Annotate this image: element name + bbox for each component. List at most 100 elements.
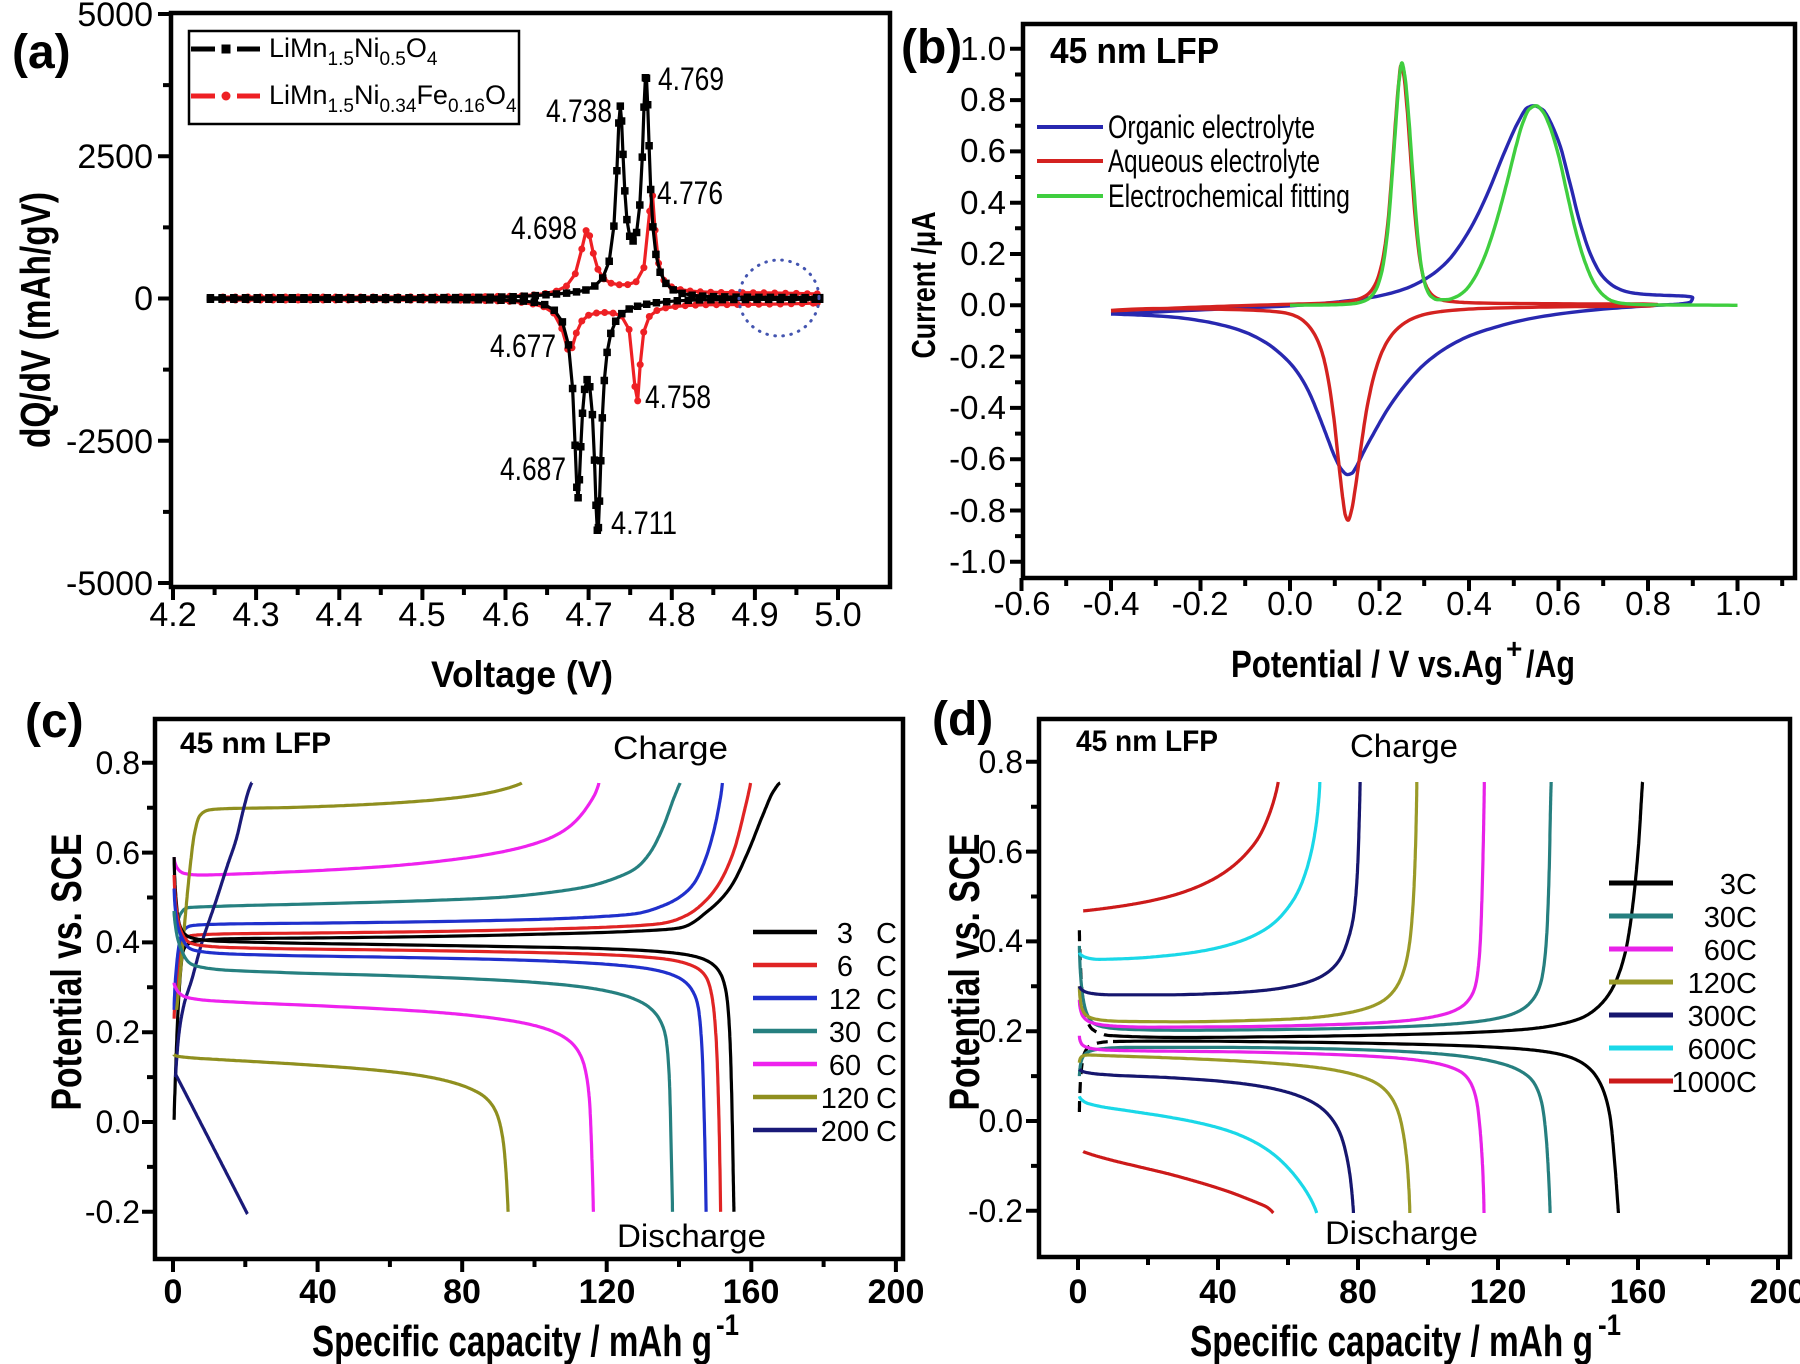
svg-text:4.677: 4.677 (490, 328, 556, 364)
svg-text:LiMn1.5Ni0.5O4: LiMn1.5Ni0.5O4 (269, 33, 438, 70)
svg-text:5000: 5000 (77, 0, 153, 34)
svg-text:160: 160 (1610, 1273, 1667, 1311)
svg-text:600C: 600C (1688, 1034, 1757, 1066)
svg-text:0.6: 0.6 (96, 835, 140, 871)
svg-text:120: 120 (1470, 1273, 1527, 1311)
svg-text:-0.2: -0.2 (1172, 585, 1229, 622)
svg-text:Aqueous electrolyte: Aqueous electrolyte (1108, 143, 1320, 179)
svg-text:dQ/dV (mAh/gV): dQ/dV (mAh/gV) (12, 192, 59, 448)
svg-text:4.769: 4.769 (658, 61, 724, 97)
svg-text:Discharge: Discharge (617, 1218, 766, 1254)
svg-text:4.738: 4.738 (546, 93, 612, 129)
svg-text:5.0: 5.0 (814, 596, 861, 634)
svg-text:4.711: 4.711 (611, 505, 677, 541)
svg-text:45 nm LFP: 45 nm LFP (1076, 725, 1218, 758)
svg-text:0.2: 0.2 (96, 1014, 140, 1050)
svg-text:Potential vs. SCE: Potential vs. SCE (941, 834, 989, 1111)
svg-text:4.4: 4.4 (315, 596, 362, 634)
svg-text:0.2: 0.2 (979, 1013, 1023, 1049)
svg-text:0.0: 0.0 (960, 286, 1006, 323)
svg-text:C: C (876, 918, 897, 950)
svg-text:0.4: 0.4 (96, 924, 140, 960)
svg-text:-0.8: -0.8 (949, 492, 1006, 529)
svg-text:(c): (c) (25, 695, 84, 748)
svg-text:/Ag: /Ag (1526, 644, 1575, 686)
svg-text:(b): (b) (901, 21, 962, 74)
svg-text:-0.6: -0.6 (994, 585, 1051, 622)
svg-text:4.9: 4.9 (731, 596, 778, 634)
svg-text:12: 12 (829, 984, 861, 1016)
svg-text:45 nm LFP: 45 nm LFP (180, 727, 331, 760)
svg-text:0.2: 0.2 (960, 235, 1006, 272)
svg-text:3C: 3C (1720, 869, 1757, 901)
svg-text:C: C (876, 1050, 897, 1082)
svg-text:0: 0 (1069, 1273, 1088, 1311)
svg-text:0.0: 0.0 (979, 1103, 1023, 1139)
svg-text:3: 3 (837, 918, 853, 950)
svg-text:160: 160 (723, 1273, 780, 1311)
svg-text:Specific capacity / mAh g: Specific capacity / mAh g (1190, 1317, 1593, 1364)
svg-text:4.7: 4.7 (565, 596, 612, 634)
svg-text:Potential vs. SCE: Potential vs. SCE (43, 834, 91, 1111)
svg-text:0.6: 0.6 (979, 834, 1023, 870)
svg-text:120: 120 (579, 1273, 636, 1311)
svg-text:-5000: -5000 (66, 565, 153, 603)
svg-text:1000C: 1000C (1672, 1067, 1757, 1099)
svg-text:4.2: 4.2 (149, 596, 196, 634)
svg-text:0.6: 0.6 (1535, 585, 1581, 622)
svg-text:40: 40 (1199, 1273, 1237, 1311)
svg-text:Voltage (V): Voltage (V) (431, 654, 613, 695)
svg-text:+: + (1506, 633, 1522, 664)
svg-text:200: 200 (1750, 1273, 1800, 1311)
svg-text:120: 120 (821, 1083, 869, 1115)
svg-text:-2500: -2500 (66, 423, 153, 461)
svg-text:1.0: 1.0 (960, 30, 1006, 67)
svg-text:-0.6: -0.6 (949, 440, 1006, 477)
svg-text:0.0: 0.0 (96, 1104, 140, 1140)
svg-text:40: 40 (299, 1273, 337, 1311)
svg-text:0.8: 0.8 (96, 745, 140, 781)
svg-text:120C: 120C (1688, 968, 1757, 1000)
svg-text:C: C (876, 984, 897, 1016)
svg-text:C: C (876, 951, 897, 983)
svg-text:80: 80 (1339, 1273, 1377, 1311)
svg-text:(a): (a) (12, 26, 71, 79)
svg-text:-0.2: -0.2 (968, 1193, 1023, 1229)
svg-text:Electrochemical fitting: Electrochemical fitting (1108, 178, 1350, 214)
svg-text:30: 30 (829, 1017, 861, 1049)
svg-text:0: 0 (134, 280, 153, 318)
svg-text:-0.2: -0.2 (949, 338, 1006, 375)
svg-text:0.8: 0.8 (979, 744, 1023, 780)
svg-text:0.4: 0.4 (960, 184, 1006, 221)
svg-text:Potential / V vs.Ag: Potential / V vs.Ag (1231, 644, 1503, 686)
svg-text:Discharge: Discharge (1325, 1215, 1478, 1251)
svg-text:80: 80 (443, 1273, 481, 1311)
svg-text:-1: -1 (1598, 1309, 1621, 1342)
svg-text:200: 200 (821, 1116, 869, 1148)
svg-text:45 nm LFP: 45 nm LFP (1050, 30, 1219, 71)
svg-text:-0.4: -0.4 (949, 389, 1006, 426)
svg-text:4.698: 4.698 (511, 210, 577, 246)
svg-text:0.4: 0.4 (979, 923, 1023, 959)
svg-text:4.3: 4.3 (232, 596, 279, 634)
svg-text:-1.0: -1.0 (949, 543, 1006, 580)
svg-text:LiMn1.5Ni0.34Fe0.16O4: LiMn1.5Ni0.34Fe0.16O4 (269, 80, 517, 117)
svg-text:C: C (876, 1017, 897, 1049)
svg-text:4.5: 4.5 (398, 596, 445, 634)
svg-text:4.8: 4.8 (648, 596, 695, 634)
svg-text:60: 60 (829, 1050, 861, 1082)
svg-text:300C: 300C (1688, 1001, 1757, 1033)
svg-text:0.6: 0.6 (960, 132, 1006, 169)
svg-text:0.4: 0.4 (1446, 585, 1492, 622)
svg-text:Specific capacity / mAh g: Specific capacity / mAh g (312, 1317, 712, 1364)
svg-text:200: 200 (868, 1273, 925, 1311)
svg-text:6: 6 (837, 951, 853, 983)
svg-text:0.2: 0.2 (1357, 585, 1403, 622)
svg-text:C: C (876, 1083, 897, 1115)
svg-text:-0.4: -0.4 (1083, 585, 1140, 622)
svg-text:0.0: 0.0 (1267, 585, 1313, 622)
svg-text:Organic electrolyte: Organic electrolyte (1108, 109, 1315, 145)
svg-text:(d): (d) (932, 693, 993, 746)
svg-text:Charge: Charge (1350, 728, 1458, 764)
svg-text:4.6: 4.6 (482, 596, 529, 634)
